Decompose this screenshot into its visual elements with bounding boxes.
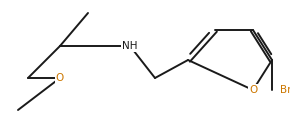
Text: Br: Br	[280, 85, 290, 95]
Text: O: O	[56, 73, 64, 83]
Text: NH: NH	[122, 41, 138, 51]
Text: O: O	[249, 85, 257, 95]
